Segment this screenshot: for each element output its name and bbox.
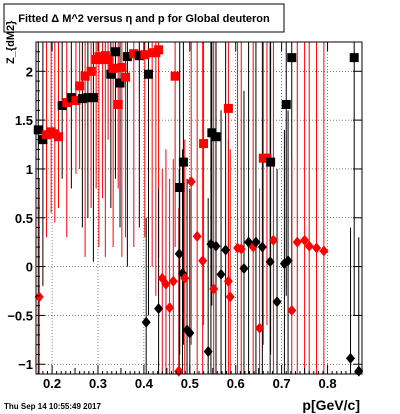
y-tick-label: 2 (26, 64, 33, 79)
diamond-marker (287, 305, 297, 317)
x-tick-label: 0.4 (135, 376, 154, 391)
y-axis-label: Z_{dM2} (5, 20, 17, 64)
y-tick-label: −1 (18, 357, 33, 372)
diamond-marker (319, 245, 329, 257)
square-marker (42, 130, 52, 140)
square-marker (75, 81, 85, 91)
y-tick-label: 1 (26, 162, 33, 177)
diamond-marker (272, 296, 282, 308)
y-tick-label: 0.5 (15, 211, 33, 226)
square-marker (129, 49, 139, 59)
square-marker (122, 52, 132, 62)
axes: 0.2 0.3 0.4 0.5 0.6 0.7 0.8 −1 −0.5 0 0.5 1 1.5 2 (7, 41, 362, 391)
diamond-marker (312, 242, 322, 254)
square-marker (140, 50, 150, 60)
diamond-marker (300, 234, 310, 246)
square-marker (121, 72, 131, 82)
diamond-marker (239, 263, 249, 275)
diamond-marker (304, 240, 314, 252)
diamond-marker (236, 243, 246, 255)
x-axis-label: p[GeV/c] (302, 397, 360, 413)
diamond-marker (198, 255, 208, 267)
diamond-marker (216, 268, 226, 280)
square-marker (83, 93, 93, 103)
diamond-marker (346, 352, 356, 364)
square-marker (108, 63, 118, 73)
square-marker (38, 135, 48, 145)
square-marker (86, 66, 96, 76)
y-tick-label: 0 (26, 260, 33, 275)
diamond-marker (165, 302, 175, 314)
square-marker (71, 96, 81, 106)
chart-title-box: Fitted Δ M^2 versus η and p for Global d… (3, 3, 285, 33)
square-marker (211, 132, 221, 142)
x-tick-label: 0.5 (181, 376, 199, 391)
square-marker (66, 93, 76, 103)
square-marker (77, 94, 87, 104)
data-markers (33, 45, 364, 377)
diamond-marker (161, 278, 171, 290)
diamond-marker (211, 240, 221, 252)
square-marker (53, 132, 63, 142)
diamond-marker (225, 291, 235, 303)
diamond-marker (141, 316, 151, 328)
square-marker (134, 51, 144, 61)
diamond-marker (180, 272, 190, 284)
square-marker (281, 99, 291, 109)
x-tick-label: 0.6 (227, 376, 245, 391)
diamond-marker (221, 244, 231, 256)
timestamp: Thu Sep 14 10:55:49 2017 (4, 402, 101, 411)
square-marker (223, 103, 233, 113)
square-marker (266, 157, 276, 167)
square-marker (154, 45, 164, 55)
x-tick-label: 0.3 (89, 376, 107, 391)
diamond-marker (168, 275, 178, 287)
square-marker (170, 71, 180, 81)
diamond-marker (203, 346, 213, 358)
x-tick-label: 0.7 (273, 376, 291, 391)
diamond-marker (268, 234, 278, 246)
square-marker (80, 71, 90, 81)
x-tick-label: 0.2 (43, 376, 61, 391)
diamond-marker (257, 241, 267, 253)
square-marker (178, 157, 188, 167)
diamond-marker (251, 236, 261, 248)
square-marker (113, 99, 123, 109)
square-marker (88, 93, 98, 103)
y-tick-label: −0.5 (7, 308, 33, 323)
square-marker (199, 139, 209, 149)
square-marker (57, 100, 67, 110)
square-marker (106, 69, 116, 79)
diamond-marker (265, 256, 275, 268)
square-marker (287, 53, 297, 63)
chart-title: Fitted Δ M^2 versus η and p for Global d… (18, 13, 270, 25)
square-marker (110, 47, 120, 57)
diamond-marker (186, 176, 196, 188)
square-marker (143, 69, 153, 79)
diamond-marker (209, 283, 219, 295)
diamond-marker (283, 255, 293, 267)
diamond-marker (174, 248, 184, 260)
square-marker (175, 182, 185, 192)
error-bars (37, 42, 360, 374)
diamond-marker (34, 291, 44, 303)
square-marker (115, 78, 125, 88)
diamond-marker (154, 303, 164, 315)
square-marker (349, 53, 359, 63)
square-marker (103, 55, 113, 65)
diamond-marker (185, 327, 195, 339)
diamond-marker (192, 230, 202, 242)
y-tick-label: 1.5 (15, 113, 33, 128)
x-tick-label: 0.8 (319, 376, 337, 391)
diamond-marker (292, 236, 302, 248)
square-marker (117, 62, 127, 72)
square-marker (62, 98, 72, 108)
diamond-marker (255, 322, 265, 334)
diamond-marker (223, 275, 233, 287)
title-frame (3, 3, 285, 33)
